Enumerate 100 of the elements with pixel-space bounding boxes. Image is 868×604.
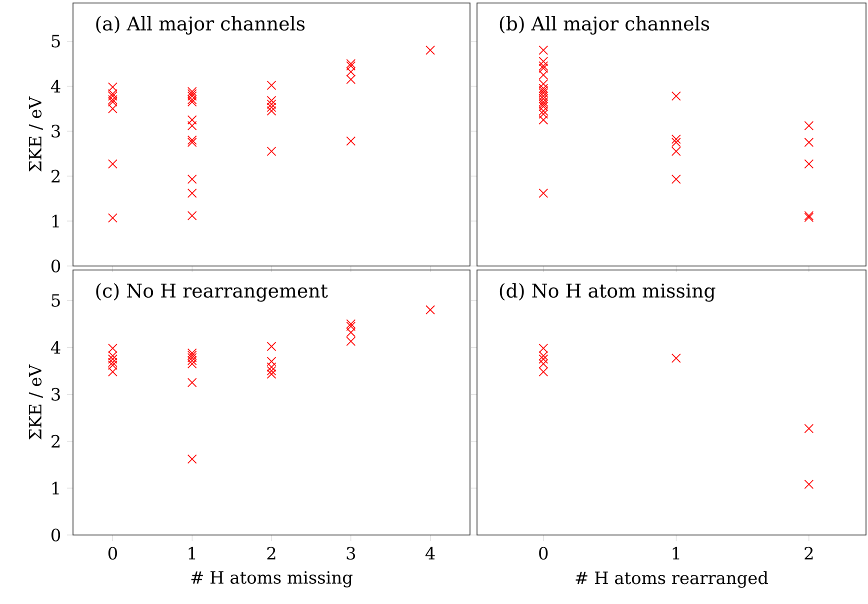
point (538, 359, 548, 368)
point (538, 79, 548, 89)
point (346, 319, 356, 329)
point (671, 353, 681, 363)
point (187, 121, 197, 130)
point (108, 89, 118, 98)
point (187, 89, 197, 98)
text: (a) All major channels (96, 16, 305, 35)
point (108, 82, 118, 92)
y-tick-label: 3 (52, 388, 60, 401)
point (108, 360, 118, 370)
point (538, 46, 548, 55)
point (187, 348, 197, 358)
x-axis-title: # H atoms missing (191, 571, 352, 588)
point (108, 213, 118, 223)
x-axis-title: # H atoms rearranged (576, 571, 768, 588)
point (538, 367, 548, 376)
point (538, 102, 548, 112)
x-tick-label: 3 (346, 546, 356, 560)
point (346, 74, 356, 84)
point (108, 358, 118, 368)
point (538, 88, 548, 98)
x-tick-label: 0 (108, 546, 117, 560)
point (671, 91, 681, 101)
point (266, 102, 276, 112)
y-tick-label: 0 (51, 260, 60, 272)
y-axis-title: ΣKE / eV (28, 364, 43, 440)
point (108, 91, 118, 101)
point (346, 136, 356, 146)
y-tick-label: 0 (51, 528, 60, 542)
point (108, 367, 118, 376)
text: (b) All major channels (500, 16, 710, 35)
point (108, 94, 118, 104)
point (187, 356, 197, 366)
point (804, 159, 814, 169)
point (538, 115, 548, 125)
y-tick-label: 2 (52, 434, 60, 448)
point (346, 67, 356, 76)
point (671, 134, 681, 144)
text: (c) No H rearrangement (96, 283, 328, 302)
point (346, 336, 356, 346)
x-tick-label: 0 (539, 546, 548, 560)
x-tick-label: 2 (267, 546, 276, 560)
point (108, 351, 118, 361)
point (108, 354, 118, 364)
point (108, 97, 118, 107)
y-tick-label: 1 (52, 214, 59, 228)
point (187, 135, 197, 145)
text: (d) No H atom missing (500, 283, 716, 302)
point (266, 366, 276, 376)
point (804, 480, 814, 490)
x-tick-label: 1 (188, 546, 196, 560)
point (538, 56, 548, 66)
point (426, 46, 435, 55)
y-tick-label: 5 (52, 294, 60, 307)
point (346, 322, 356, 331)
point (426, 305, 435, 315)
point (538, 91, 548, 101)
point (108, 344, 118, 354)
point (671, 146, 681, 156)
y-tick-label: 4 (50, 80, 60, 92)
y-tick-label: 3 (52, 124, 60, 138)
y-tick-label: 5 (52, 34, 60, 48)
point (187, 210, 197, 220)
point (187, 188, 197, 198)
point (346, 61, 356, 71)
point (266, 369, 276, 379)
point (187, 454, 197, 464)
y-tick-label: 2 (52, 170, 60, 182)
point (266, 99, 276, 109)
point (804, 424, 814, 434)
y-tick-label: 1 (52, 482, 59, 494)
x-tick-label: 4 (425, 546, 435, 560)
point (266, 146, 276, 156)
point (538, 70, 548, 80)
x-tick-label: 1 (672, 546, 680, 560)
point (804, 138, 814, 148)
point (671, 138, 681, 148)
point (266, 362, 276, 372)
point (538, 351, 548, 361)
point (187, 353, 197, 362)
point (108, 104, 118, 114)
point (538, 188, 548, 198)
point (671, 174, 681, 184)
point (538, 109, 548, 119)
point (187, 378, 197, 388)
point (266, 356, 276, 366)
point (187, 174, 197, 184)
point (187, 97, 197, 107)
point (266, 80, 276, 90)
point (538, 354, 548, 364)
point (266, 106, 276, 116)
y-tick-label: 4 (50, 341, 60, 354)
point (346, 58, 356, 68)
point (108, 159, 118, 169)
point (804, 121, 814, 130)
point (266, 342, 276, 352)
point (187, 94, 197, 104)
point (346, 328, 356, 338)
point (187, 115, 197, 125)
